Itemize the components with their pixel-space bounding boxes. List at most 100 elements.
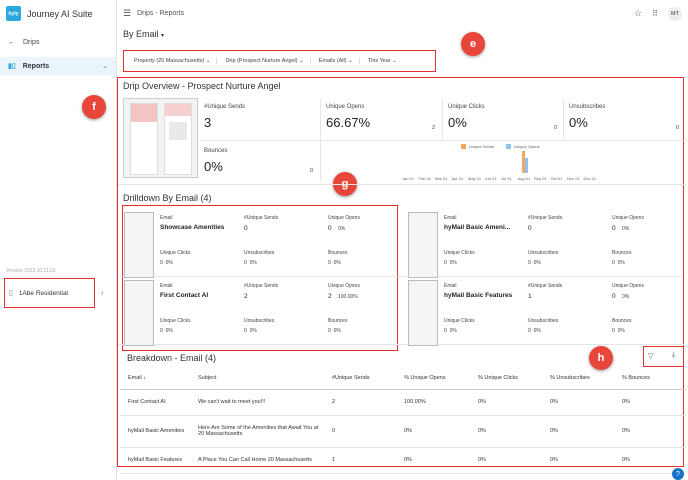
chart-legend-opens: Unique Opens — [506, 144, 540, 149]
email-name: hyMail Basic Ameni... — [444, 224, 511, 231]
sends-value: 0 — [244, 225, 248, 232]
table-cell: We can't wait to meet you!!! — [190, 389, 324, 416]
table-cell: 0% — [542, 415, 614, 448]
drilldown-title: Drilldown By Email (4) — [123, 193, 212, 203]
col-clicks[interactable]: % Unique Clicks — [470, 367, 542, 390]
star-icon[interactable]: ☆ — [634, 8, 643, 18]
filter-drip[interactable]: Drip (Prospect Nurture Angel) ⌄ — [221, 58, 311, 64]
back-to-drips-link[interactable]: ← Drips — [0, 27, 116, 57]
bar-chart-icon: ▮▯ — [8, 63, 16, 70]
x-tick-label: Mar 01 — [435, 176, 448, 181]
label-unsubs: Unsubscribes — [528, 250, 559, 256]
label-clicks: Unique Clicks — [444, 318, 475, 324]
divider — [442, 99, 443, 139]
chevron-right-icon[interactable]: › — [101, 290, 104, 297]
metric-label: Unique Opens — [326, 104, 365, 110]
metric-unique-clicks: Unique Clicks 0% — [448, 104, 485, 130]
bounces-value: 0 0% — [328, 328, 341, 334]
back-label: Drips — [23, 38, 40, 46]
x-tick-label: Jun 01 — [484, 176, 497, 181]
table-row[interactable]: hyMail Basic Features A Place You Can Cal… — [120, 447, 684, 474]
table-cell: Here Are Some of the Amenities that Awai… — [190, 415, 324, 448]
table-cell: 1 — [324, 447, 396, 474]
avatar[interactable]: MT — [668, 6, 682, 21]
x-tick-label: Jul 01 — [501, 176, 512, 181]
clicks-value: 0 0% — [160, 260, 173, 266]
app-header: hyly Journey AI Suite — [0, 0, 116, 27]
email-name: First Contact AI — [160, 292, 209, 299]
caret-down-icon: ▾ — [161, 33, 165, 39]
col-opens[interactable]: % Unique Opens — [396, 367, 470, 390]
table-row[interactable]: hyMail Basic Amenities Here Are Some of t… — [120, 415, 684, 448]
label-opens: Unique Opens — [612, 215, 644, 221]
metric-label: #Unique Sends — [204, 104, 246, 110]
table-cell: 100.00% — [396, 389, 470, 416]
unsubs-value: 0 0% — [528, 328, 541, 334]
help-icon[interactable]: ? — [672, 468, 684, 480]
label-email: Email — [160, 215, 173, 221]
filter-icon[interactable]: ▽ — [648, 353, 654, 360]
table-cell: 0% — [542, 447, 614, 474]
label-sends: #Unique Sends — [244, 283, 279, 289]
label-opens: Unique Opens — [328, 215, 360, 221]
label-opens: Unique Opens — [328, 283, 360, 289]
metric-label: Unique Clicks — [448, 104, 485, 110]
table-cell: 0% — [396, 415, 470, 448]
opens-pct: 100.00% — [338, 294, 358, 300]
callout-marker-f: f — [82, 95, 106, 119]
metric-unique-opens: Unique Opens 66.67% — [326, 104, 370, 130]
tools-highlight — [643, 346, 684, 367]
table-cell: 0% — [614, 415, 684, 448]
sends-value: 2 — [244, 293, 248, 300]
apps-grid-icon[interactable]: ⠿ — [652, 9, 658, 18]
drip-email-preview[interactable] — [123, 98, 198, 178]
email-thumbnail[interactable] — [408, 212, 438, 278]
menu-icon[interactable]: ☰ — [123, 8, 132, 18]
overview-title: Drip Overview - Prospect Nurture Angel — [123, 81, 281, 91]
filter-date-range[interactable]: This Year ⌄ — [367, 58, 397, 64]
page-title: By Email — [123, 29, 159, 39]
clicks-value: 0 0% — [444, 260, 457, 266]
filter-bar: Property (20 Massachusetts) ⌄ Drip (Pros… — [123, 50, 436, 72]
unsubs-value: 0 0% — [244, 260, 257, 266]
col-email[interactable]: Email ↓ — [120, 367, 190, 390]
bounces-count: 0 — [310, 168, 314, 174]
label-sends: #Unique Sends — [244, 215, 279, 221]
label-bounces: Bounces — [328, 318, 348, 324]
clicks-value: 0 0% — [444, 328, 457, 334]
label-bounces: Bounces — [328, 250, 348, 256]
metric-bounces: Bounces 0% — [204, 148, 227, 174]
col-bounces[interactable]: % Bounces — [614, 367, 684, 390]
page-title-dropdown[interactable]: By Email ▾ — [123, 29, 164, 39]
email-thumbnail[interactable] — [124, 212, 154, 278]
email-thumbnail[interactable] — [124, 280, 154, 346]
table-cell: hyMail Basic Amenities — [120, 415, 190, 448]
x-tick-label: Dec 01 — [583, 176, 597, 181]
x-tick-label: Sep 01 — [534, 176, 547, 181]
arrow-left-icon: ← — [8, 38, 15, 46]
email-thumbnail[interactable] — [408, 280, 438, 346]
divider — [118, 344, 684, 345]
callout-marker-e: e — [461, 32, 485, 56]
table-cell: 0% — [396, 447, 470, 474]
sidebar-item-reports[interactable]: ▮▯ Reports ⌄ — [0, 57, 116, 75]
app-name: Journey AI Suite — [27, 8, 93, 19]
col-subject[interactable]: Subject — [190, 367, 324, 390]
download-icon[interactable]: ⤓ — [672, 351, 676, 358]
drilldown-highlight — [122, 205, 398, 351]
unsubs-value: 0 0% — [528, 260, 541, 266]
label-sends: #Unique Sends — [528, 283, 563, 289]
hyly-logo: hyly — [6, 6, 21, 21]
col-unsubs[interactable]: % Unsubscribes — [542, 367, 614, 390]
col-sends[interactable]: #Unique Sends — [324, 367, 396, 390]
metric-value: 3 — [204, 115, 212, 130]
version-text: Version 2023.10.11.01 — [6, 268, 56, 274]
filter-property[interactable]: Property (20 Massachusetts) ⌄ — [130, 58, 218, 64]
table-cell: First Contact AI — [120, 389, 190, 416]
filter-emails[interactable]: Emails (All) ⌄ — [315, 58, 360, 64]
tenant-selector[interactable]: ▯ 1Abe Residential — [4, 278, 95, 308]
opens-pct: 0% — [622, 294, 630, 300]
chevron-down-icon[interactable]: ⌄ — [102, 63, 108, 70]
metric-unsubscribes: Unsubscribes 0% — [569, 104, 605, 130]
table-row[interactable]: First Contact AI We can't wait to meet yo… — [120, 389, 684, 416]
